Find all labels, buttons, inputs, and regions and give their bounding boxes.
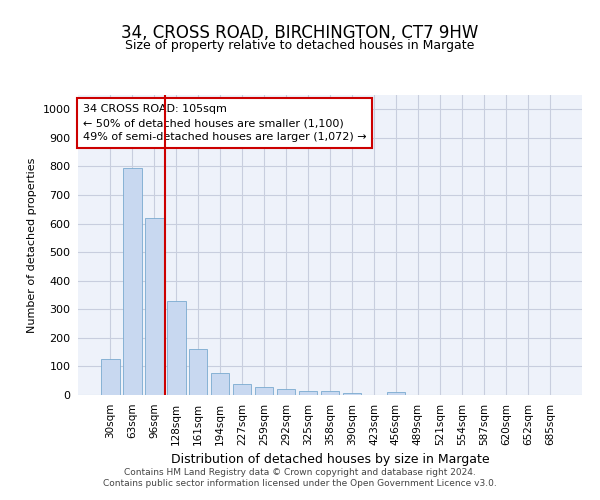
- Bar: [343, 392, 361, 395]
- Bar: [233, 384, 251, 395]
- Text: 34, CROSS ROAD, BIRCHINGTON, CT7 9HW: 34, CROSS ROAD, BIRCHINGTON, CT7 9HW: [121, 24, 479, 42]
- Y-axis label: Number of detached properties: Number of detached properties: [27, 158, 37, 332]
- Bar: [211, 372, 229, 395]
- Bar: [145, 218, 164, 395]
- Bar: [386, 392, 405, 395]
- Bar: [167, 302, 185, 395]
- Bar: [123, 168, 142, 395]
- Bar: [189, 348, 208, 395]
- Text: Contains HM Land Registry data © Crown copyright and database right 2024.
Contai: Contains HM Land Registry data © Crown c…: [103, 468, 497, 487]
- Text: 34 CROSS ROAD: 105sqm
← 50% of detached houses are smaller (1,100)
49% of semi-d: 34 CROSS ROAD: 105sqm ← 50% of detached …: [83, 104, 367, 142]
- Bar: [299, 390, 317, 395]
- X-axis label: Distribution of detached houses by size in Margate: Distribution of detached houses by size …: [170, 453, 490, 466]
- Text: Size of property relative to detached houses in Margate: Size of property relative to detached ho…: [125, 40, 475, 52]
- Bar: [277, 388, 295, 395]
- Bar: [101, 360, 119, 395]
- Bar: [320, 390, 340, 395]
- Bar: [255, 388, 274, 395]
